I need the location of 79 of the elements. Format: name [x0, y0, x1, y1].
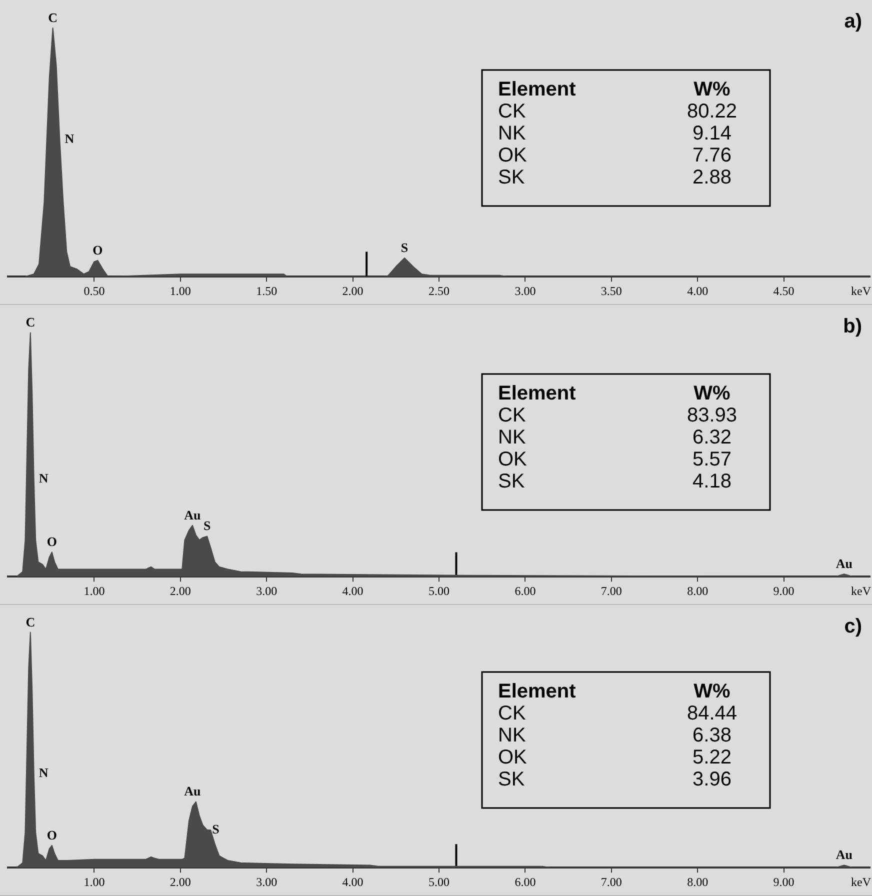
- x-tick-label: 4.00: [342, 584, 364, 598]
- x-tick-label: 3.00: [514, 284, 536, 298]
- annotation: 83.93: [686, 404, 738, 427]
- annotation: NK: [498, 122, 526, 145]
- annotation: 5.57: [692, 448, 732, 471]
- annotation: 80.22: [686, 100, 738, 123]
- x-tick-label: 3.00: [256, 584, 278, 598]
- annotation: 7.76: [692, 144, 732, 167]
- x-tick-label: 4.50: [773, 284, 794, 298]
- x-axis-title: keV: [851, 284, 872, 298]
- annotation: SK: [498, 768, 526, 791]
- annotation: N: [64, 131, 75, 146]
- annotation: Au: [836, 847, 852, 862]
- annotation: CK: [498, 702, 526, 725]
- x-tick-label: 8.00: [687, 584, 708, 598]
- annotation: C: [26, 614, 36, 630]
- annotation: CK: [498, 404, 526, 427]
- x-tick-label: 1.00: [84, 584, 105, 598]
- annotation: W%: [694, 382, 731, 405]
- x-tick-label: 1.50: [256, 284, 278, 298]
- x-tick-label: 5.00: [428, 584, 450, 598]
- x-tick-label: 1.00: [170, 284, 191, 298]
- x-axis-title: keV: [851, 874, 872, 889]
- x-tick-label: 2.00: [170, 584, 191, 598]
- annotation: 4.18: [692, 470, 732, 493]
- x-tick-label: 2.00: [342, 284, 364, 298]
- x-tick-label: 9.00: [773, 874, 794, 889]
- annotation: 5.22: [692, 746, 732, 769]
- annotation: Element: [498, 382, 576, 405]
- annotation: S: [204, 518, 211, 534]
- annotation: S: [400, 240, 408, 255]
- annotation: Au: [836, 556, 852, 572]
- annotation: O: [92, 242, 103, 258]
- annotation: O: [46, 534, 58, 550]
- annotation: NK: [498, 426, 526, 449]
- annotation: 6.32: [692, 426, 732, 449]
- annotation: O: [46, 827, 58, 842]
- x-tick-label: 4.00: [687, 284, 708, 298]
- annotation: CK: [498, 100, 526, 123]
- annotation: W%: [694, 680, 731, 703]
- annotation: W%: [694, 78, 731, 101]
- annotation: Element: [498, 680, 576, 703]
- annotation: 9.14: [692, 122, 732, 145]
- x-tick-label: 3.00: [256, 874, 278, 889]
- annotation: SK: [498, 166, 526, 189]
- annotation: 2.88: [692, 166, 732, 189]
- x-tick-label: 7.00: [600, 874, 622, 889]
- x-tick-label: 5.00: [428, 874, 450, 889]
- annotation: N: [38, 764, 49, 780]
- annotation: Element: [498, 78, 576, 101]
- annotation: OK: [498, 448, 528, 471]
- annotation: OK: [498, 746, 528, 769]
- x-tick-label: 0.50: [84, 284, 105, 298]
- chart-title: b): [843, 316, 862, 338]
- x-tick-label: 6.00: [514, 874, 536, 889]
- annotation: 6.38: [692, 724, 732, 747]
- annotation: Au: [184, 507, 201, 522]
- x-tick-label: 8.00: [687, 874, 708, 889]
- chart-title: c): [844, 616, 862, 638]
- x-tick-label: 4.00: [342, 874, 364, 889]
- x-tick-label: 1.00: [84, 874, 105, 889]
- annotation: NK: [498, 724, 526, 747]
- annotation: N: [38, 470, 49, 486]
- annotation: 3.96: [692, 768, 732, 791]
- annotation: C: [26, 314, 36, 330]
- chart-title: a): [844, 10, 862, 33]
- x-tick-label: 6.00: [514, 584, 536, 598]
- annotation: Au: [184, 784, 201, 799]
- x-tick-label: 7.00: [600, 584, 622, 598]
- annotation: OK: [498, 144, 528, 167]
- x-tick-label: 3.50: [600, 284, 622, 298]
- annotation: SK: [498, 470, 526, 493]
- x-tick-label: 2.00: [170, 874, 191, 889]
- x-axis-title: keV: [851, 584, 872, 598]
- annotation: 84.44: [686, 702, 738, 725]
- x-tick-label: 2.50: [428, 284, 450, 298]
- annotation: S: [212, 821, 220, 836]
- annotation: C: [48, 10, 58, 25]
- x-tick-label: 9.00: [773, 584, 794, 598]
